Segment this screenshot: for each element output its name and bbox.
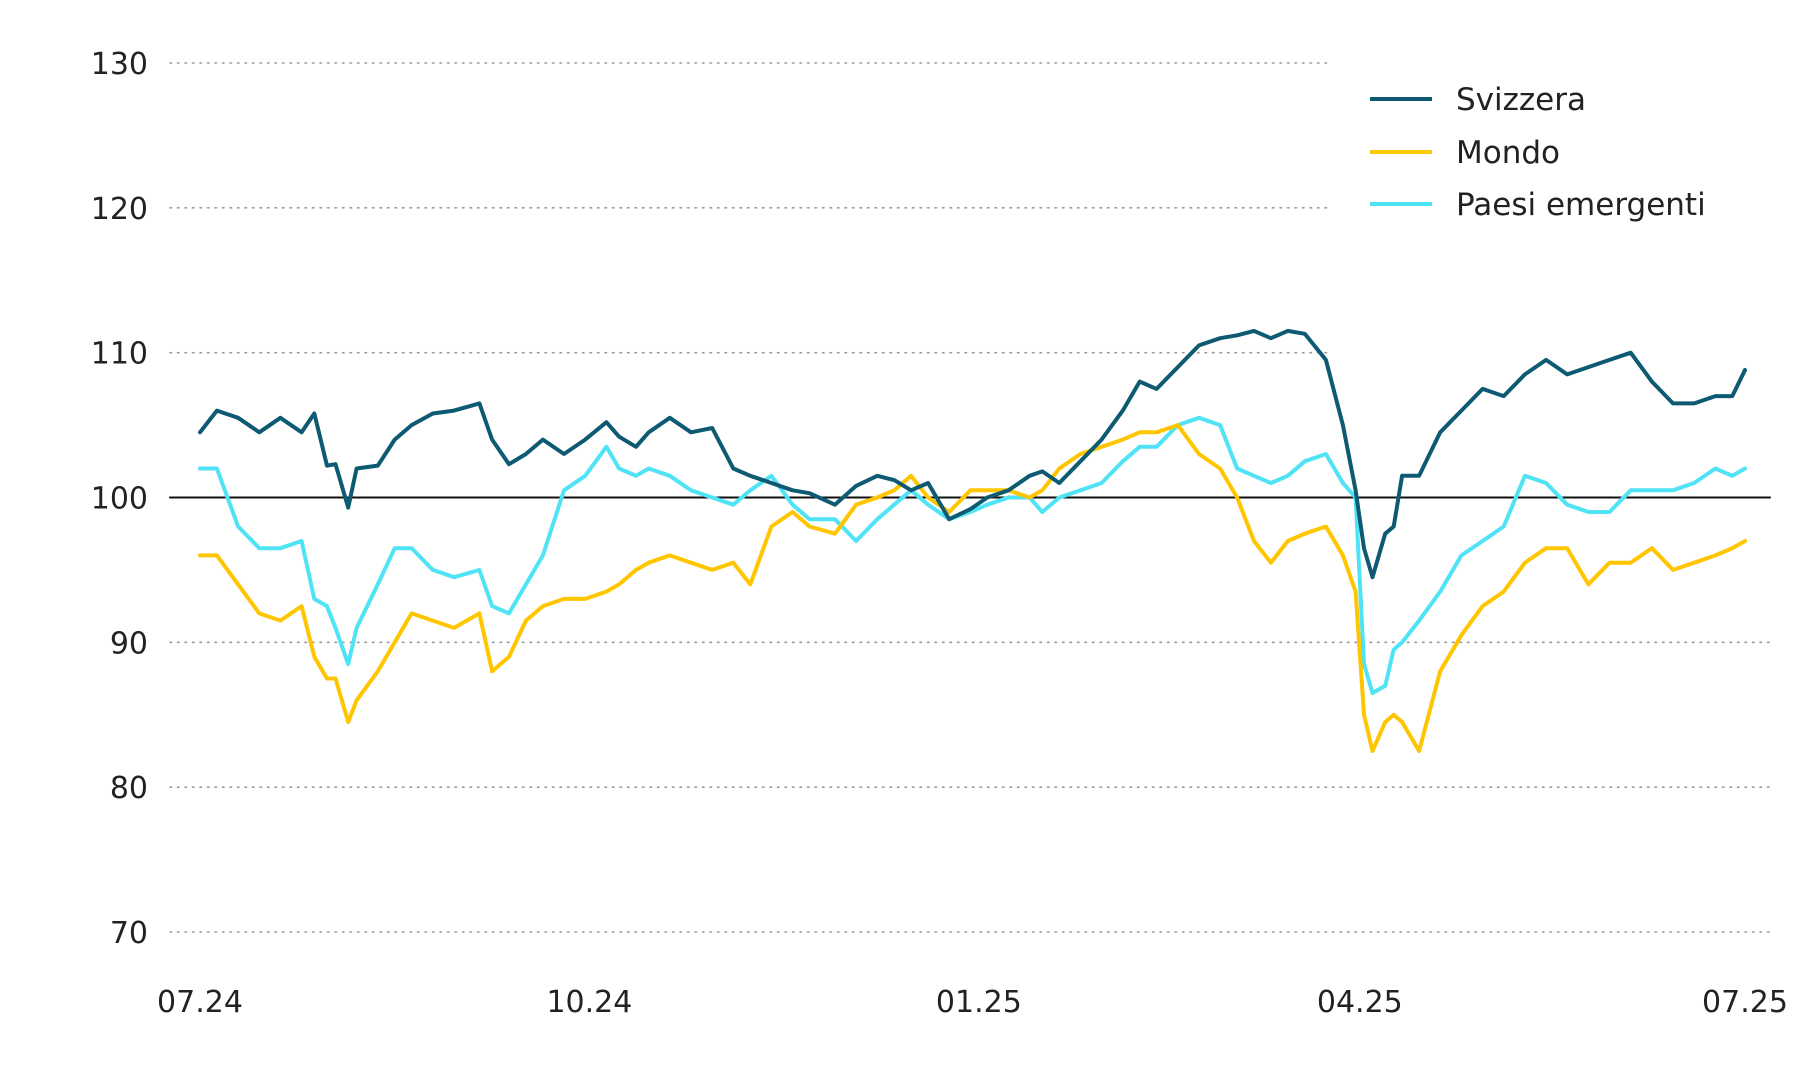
legend-item-paesi-emergenti: Paesi emergenti (1370, 187, 1706, 223)
legend-label-paesi-emergenti: Paesi emergenti (1456, 187, 1706, 223)
y-tick-label-70: 70 (110, 916, 148, 951)
x-tick-label-07-25: 07.25 (1702, 985, 1788, 1020)
gridlines (169, 62, 1771, 933)
y-axis: 70 80 90 100 110 120 130 (91, 47, 148, 951)
y-tick-label-80: 80 (110, 771, 148, 806)
series-lines (198, 328, 1747, 753)
series-line-svizzera (198, 328, 1747, 580)
x-tick-label-04-25: 04.25 (1317, 985, 1403, 1020)
legend: Svizzera Mondo Paesi emergenti (1370, 82, 1706, 223)
x-tick-label-07-24: 07.24 (157, 985, 243, 1020)
x-tick-label-01-25: 01.25 (936, 985, 1022, 1020)
y-tick-label-130: 130 (91, 47, 148, 82)
x-tick-label-10-24: 10.24 (546, 985, 632, 1020)
series-line-paesi-emergenti (198, 415, 1747, 695)
legend-item-mondo: Mondo (1370, 135, 1560, 171)
legend-label-mondo: Mondo (1456, 135, 1560, 171)
y-tick-label-100: 100 (91, 482, 148, 517)
series-line-mondo (198, 423, 1747, 753)
legend-item-svizzera: Svizzera (1370, 82, 1586, 118)
y-tick-label-110: 110 (91, 337, 148, 372)
x-axis: 07.24 10.24 01.25 04.25 07.25 (157, 985, 1788, 1020)
y-tick-label-120: 120 (91, 192, 148, 227)
y-tick-label-90: 90 (110, 626, 148, 661)
legend-label-svizzera: Svizzera (1456, 82, 1586, 118)
